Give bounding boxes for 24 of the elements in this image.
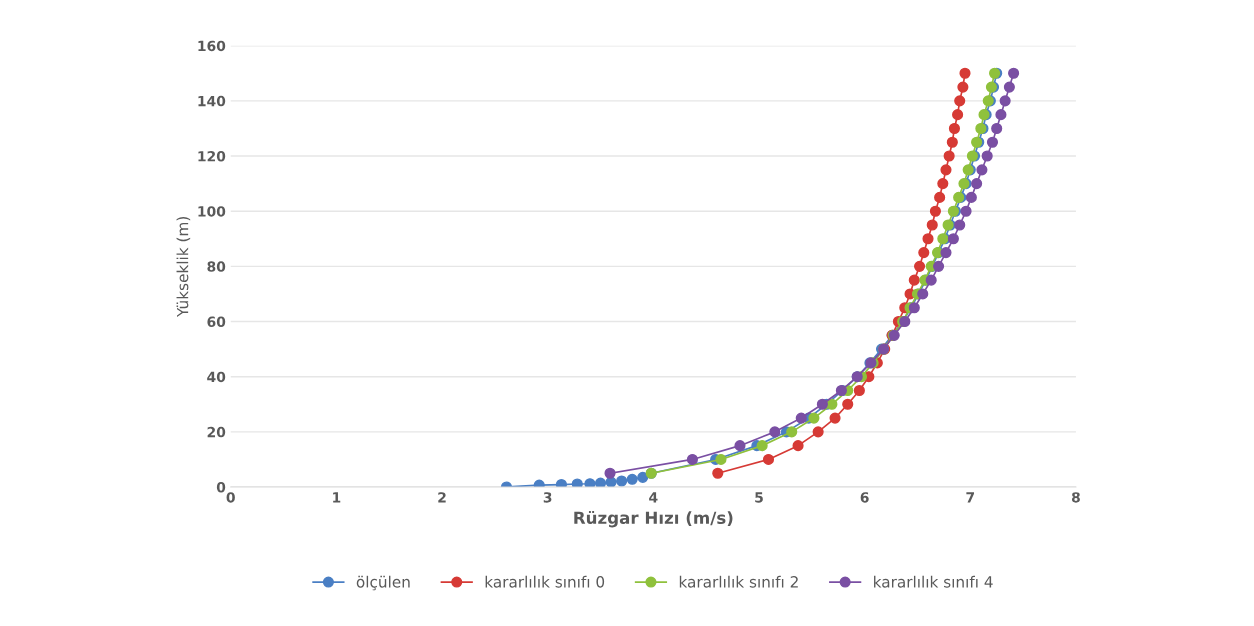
y-tick-label: 20	[207, 426, 226, 438]
x-tick-label: 2	[438, 492, 446, 503]
x-axis-title: Rüzgar Hızı (m/s)	[574, 510, 733, 528]
x-tick-label: 4	[649, 492, 658, 503]
legend-label: kararlılık sınıfı 2	[679, 575, 798, 588]
y-tick-label: 100	[198, 206, 226, 217]
y-tick-label: 40	[207, 371, 226, 383]
x-tick-label: 8	[1071, 492, 1080, 503]
x-tick-label: 0	[226, 492, 235, 503]
legend-label: kararlılık sınıfı 0	[485, 575, 605, 588]
x-tick-label: 5	[755, 492, 763, 503]
x-tick-label: 3	[543, 492, 552, 503]
x-tick-label: 6	[860, 492, 869, 503]
x-tick-label: 7	[966, 492, 975, 503]
legend-label: ölçülen	[356, 575, 410, 591]
y-tick-label: 140	[198, 95, 226, 107]
y-tick-label: 120	[198, 151, 226, 162]
y-tick-label: 160	[198, 40, 226, 52]
x-tick-label: 1	[333, 492, 341, 503]
y-tick-label: 0	[216, 482, 226, 493]
legend-label: kararlılık sınıfı 4	[874, 575, 993, 588]
y-axis-title: Yükseklik (m)	[176, 217, 191, 318]
y-tick-label: 80	[207, 261, 226, 272]
y-tick-label: 60	[207, 316, 226, 327]
